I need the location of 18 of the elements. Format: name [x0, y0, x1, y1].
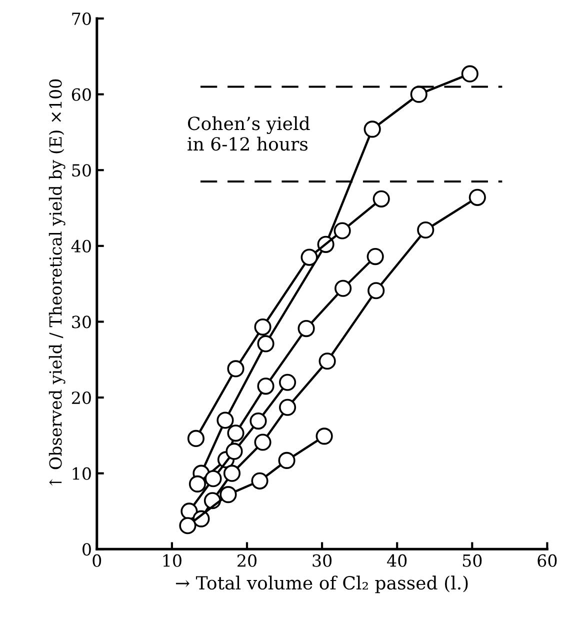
y-tick-label: 40	[71, 240, 91, 252]
annotation: Cohen’s yield in 6-12 hours	[188, 116, 310, 151]
y-tick-label: 0	[82, 543, 91, 556]
y-axis-title: ↑ Observed yield / Theoretical yield by (E) ×100	[48, 79, 66, 486]
x-axis-title: → Total volume of Cl₂ passed (l.)	[176, 576, 468, 594]
x-tick-label: 50	[462, 554, 482, 567]
y-tick-label: 70	[72, 12, 91, 26]
y-tick-label: 60	[72, 88, 91, 101]
y-tick-label: 10	[72, 467, 91, 480]
y-tick-label: 50	[72, 164, 91, 177]
x-tick-label: 30	[312, 554, 332, 567]
x-tick-label: 40	[387, 554, 407, 567]
y-tick-label: 30	[72, 316, 91, 328]
x-tick-label: 0	[92, 554, 102, 567]
x-tick-label: 60	[538, 554, 557, 567]
x-tick-label: 20	[238, 554, 256, 567]
x-tick-label: 10	[163, 554, 182, 567]
y-tick-label: 20	[72, 391, 91, 404]
